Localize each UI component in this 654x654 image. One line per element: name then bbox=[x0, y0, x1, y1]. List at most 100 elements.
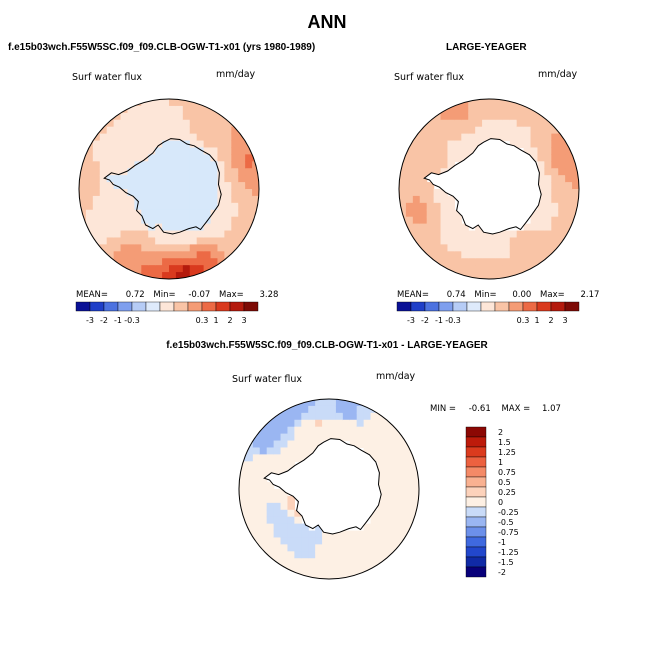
data-cell bbox=[169, 244, 177, 252]
data-cell bbox=[342, 405, 351, 414]
data-cell bbox=[349, 433, 358, 442]
data-cell bbox=[454, 119, 462, 128]
data-cell bbox=[426, 182, 435, 190]
data-cell bbox=[495, 133, 504, 142]
data-cell bbox=[239, 475, 247, 483]
data-cell bbox=[231, 168, 239, 176]
data-cell bbox=[210, 175, 219, 183]
data-cell bbox=[196, 258, 205, 266]
data-cell bbox=[419, 133, 428, 142]
data-cell bbox=[259, 454, 268, 462]
data-cell bbox=[280, 495, 289, 504]
data-cell bbox=[399, 161, 407, 169]
data-cell bbox=[523, 133, 532, 142]
data-cell bbox=[384, 544, 392, 552]
data-cell bbox=[169, 265, 177, 273]
data-cell bbox=[217, 202, 225, 211]
data-cell bbox=[447, 154, 455, 162]
data-cell bbox=[224, 237, 232, 245]
data-cell bbox=[405, 175, 414, 183]
data-cell bbox=[106, 140, 115, 149]
data-cell bbox=[189, 175, 198, 183]
data-cell bbox=[335, 433, 344, 442]
data-cell bbox=[127, 168, 135, 176]
data-cell bbox=[509, 251, 518, 259]
data-cell bbox=[113, 258, 122, 266]
data-cell bbox=[377, 447, 385, 455]
data-cell bbox=[433, 216, 442, 225]
data-cell bbox=[537, 140, 545, 149]
colorbar-swatch bbox=[550, 301, 566, 312]
data-cell bbox=[155, 216, 163, 225]
data-cell bbox=[182, 251, 191, 259]
data-cell bbox=[412, 147, 421, 155]
data-cell bbox=[92, 202, 101, 211]
data-cell bbox=[182, 168, 191, 176]
data-cell bbox=[335, 530, 344, 539]
data-cell bbox=[551, 126, 559, 135]
data-cell bbox=[203, 251, 212, 259]
data-cell bbox=[252, 189, 259, 197]
data-cell bbox=[342, 572, 351, 579]
colorbar-swatch bbox=[508, 301, 524, 312]
data-cell bbox=[391, 530, 399, 539]
data-cell bbox=[530, 258, 539, 266]
data-cell bbox=[245, 189, 253, 197]
data-cell bbox=[523, 126, 532, 135]
data-cell bbox=[377, 412, 385, 421]
data-cell bbox=[113, 126, 122, 135]
legend-swatch bbox=[465, 446, 487, 458]
data-cell bbox=[224, 147, 232, 155]
data-cell bbox=[92, 189, 101, 197]
data-cell bbox=[377, 440, 385, 449]
data-cell bbox=[224, 175, 232, 183]
data-cell bbox=[294, 537, 302, 545]
data-cell bbox=[377, 475, 385, 483]
colorbar-swatch bbox=[103, 301, 119, 312]
data-cell bbox=[287, 454, 295, 462]
data-cell bbox=[565, 216, 573, 225]
data-cell bbox=[127, 140, 135, 149]
data-cell bbox=[169, 147, 177, 155]
data-cell bbox=[342, 551, 351, 559]
data-cell bbox=[342, 419, 351, 428]
data-cell bbox=[399, 182, 407, 190]
data-cell bbox=[169, 140, 177, 149]
data-cell bbox=[134, 154, 142, 162]
data-cell bbox=[572, 189, 579, 197]
data-cell bbox=[182, 265, 191, 273]
data-cell bbox=[287, 419, 295, 428]
data-cell bbox=[113, 202, 122, 211]
data-cell bbox=[308, 565, 316, 573]
data-cell bbox=[315, 537, 323, 545]
data-cell bbox=[99, 140, 108, 149]
data-cell bbox=[315, 440, 323, 449]
data-cell bbox=[92, 216, 101, 225]
data-cell bbox=[273, 530, 282, 539]
panel-b-var-label: Surf water flux bbox=[394, 72, 465, 83]
data-cell bbox=[530, 251, 539, 259]
legend-level-label: 0.5 bbox=[498, 478, 511, 487]
data-cell bbox=[530, 147, 539, 155]
data-cell bbox=[308, 433, 316, 442]
data-cell bbox=[572, 182, 579, 190]
data-cell bbox=[162, 189, 170, 197]
data-cell bbox=[224, 223, 232, 232]
data-cell bbox=[294, 419, 302, 428]
data-cell bbox=[85, 168, 94, 176]
data-cell bbox=[454, 133, 462, 142]
data-cell bbox=[134, 112, 142, 121]
data-cell bbox=[85, 154, 94, 162]
data-cell bbox=[412, 502, 419, 511]
data-cell bbox=[141, 147, 149, 155]
data-cell bbox=[516, 258, 525, 266]
colorbar-tick-label: -0.3 bbox=[124, 316, 140, 325]
data-cell bbox=[405, 209, 414, 218]
data-cell bbox=[308, 447, 316, 455]
colorbar-swatch bbox=[201, 301, 217, 312]
data-cell bbox=[162, 265, 170, 273]
data-cell bbox=[544, 189, 552, 197]
data-cell bbox=[113, 140, 122, 149]
diff-max: 1.07 bbox=[542, 404, 561, 414]
data-cell bbox=[342, 426, 351, 435]
